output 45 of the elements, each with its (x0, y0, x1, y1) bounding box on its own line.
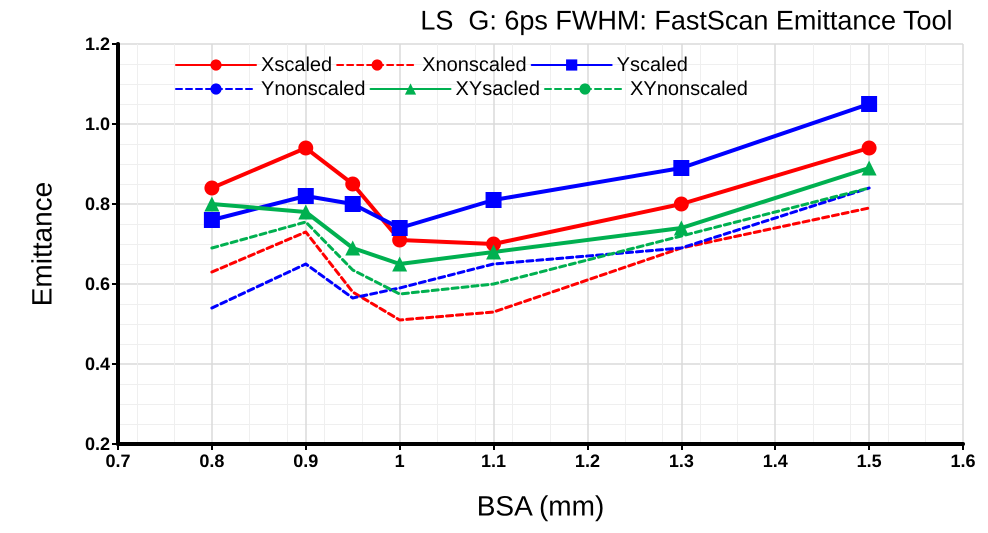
legend-label: Yscaled (616, 54, 688, 76)
point (204, 212, 220, 228)
point (486, 244, 502, 260)
point (298, 204, 314, 220)
x-tick-label: 1.5 (856, 451, 882, 471)
point (345, 176, 360, 192)
point (204, 180, 220, 196)
point (298, 140, 314, 156)
y-axis-title: Emittance (26, 182, 58, 306)
legend-label: Ynonscaled (261, 78, 366, 100)
point (862, 140, 877, 156)
point (862, 160, 877, 176)
x-tick-label: 1.3 (668, 451, 694, 471)
x-tick-label: 0.8 (199, 451, 224, 471)
point (673, 160, 690, 176)
x-tick-label: 0.9 (293, 451, 318, 471)
point (344, 196, 361, 212)
legend-label: Xscaled (261, 54, 332, 76)
x-tick-label: 1.2 (574, 451, 600, 471)
point (204, 196, 220, 212)
x-tick-label: 1.1 (481, 451, 506, 471)
y-tick-label: 0.4 (84, 354, 110, 374)
x-tick-label: 1.4 (762, 451, 788, 471)
legend-label: Xnonscaled (422, 54, 527, 76)
point (674, 196, 689, 212)
x-tick-label: 1.6 (950, 451, 976, 471)
y-tick-label: 1.2 (84, 34, 110, 54)
point (392, 256, 408, 272)
point (674, 220, 689, 236)
point (486, 192, 502, 208)
y-tick-label: 0.6 (84, 274, 110, 294)
x-tick-label: 0.7 (105, 451, 131, 471)
x-axis-title: BSA (mm) (476, 490, 604, 522)
line-series (210, 206, 871, 322)
point (298, 188, 314, 204)
point (345, 240, 360, 256)
point (392, 220, 408, 236)
y-tick-label: 1.0 (84, 114, 110, 134)
chart-title: LS G: 6ps FWHM: FastScan Emittance Tool (420, 6, 953, 36)
x-tick-label: 1 (394, 451, 405, 471)
point (861, 96, 878, 112)
y-tick-label: 0.2 (84, 434, 110, 454)
legend-label: XYnonscaled (630, 78, 748, 100)
legend-label: XYsacled (456, 78, 540, 100)
y-tick-label: 0.8 (84, 194, 110, 214)
